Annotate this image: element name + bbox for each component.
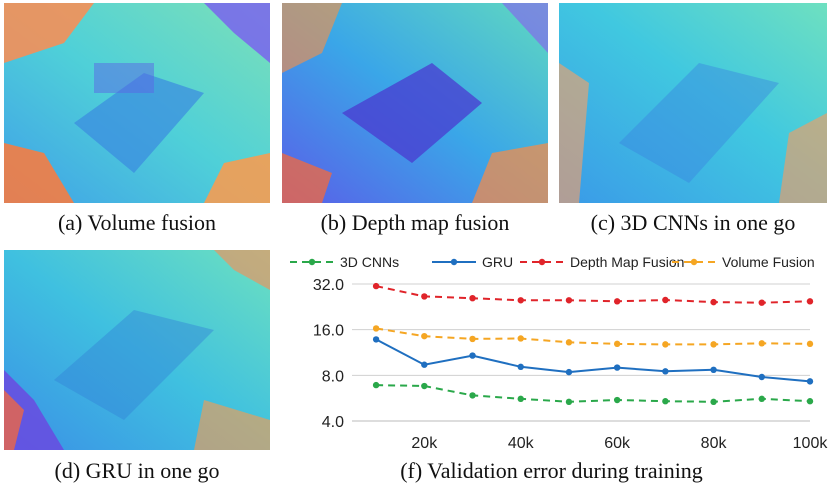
data-point-volume_fusion [565,339,573,346]
data-point-volume_fusion [662,341,669,348]
data-point-depth_map_fusion [806,298,814,305]
data-point-gru [469,352,476,359]
y-tick-label: 32.0 [313,277,344,294]
data-point-depth_map_fusion [372,282,380,290]
series-line-gru [375,338,811,383]
x-tick-label: 60k [604,435,631,452]
data-point-volume_fusion [372,325,380,332]
legend-marker-depth_map_fusion [538,258,546,266]
data-point-3d_cnns [565,398,573,406]
series-line-depth_map_fusion [375,285,811,304]
data-point-gru [421,361,428,368]
panel-c-caption: (c) 3D CNNs in one go [590,210,796,235]
data-point-volume_fusion [758,340,765,347]
x-tick-label: 100k [793,435,829,452]
data-point-depth_map_fusion [662,296,669,304]
data-point-depth_map_fusion [710,298,717,306]
panel-a-image [4,3,270,203]
data-point-depth_map_fusion [469,294,476,302]
data-point-depth_map_fusion [517,297,524,304]
legend-label-volume_fusion: Volume Fusion [722,254,815,270]
data-point-depth_map_fusion [421,293,428,300]
data-point-gru [710,366,717,374]
data-point-3d_cnns [517,395,524,403]
data-point-3d_cnns [806,398,814,405]
legend-label-3d_cnns: 3D CNNs [340,254,399,270]
data-point-volume_fusion [613,340,621,348]
y-tick-label: 16.0 [313,323,344,340]
y-tick-label: 8.0 [322,368,344,385]
data-point-gru [565,368,573,376]
panel-d-caption: (d) GRU in one go [54,458,220,483]
chart-caption: (f) Validation error during training [400,458,703,483]
data-point-volume_fusion [421,332,428,340]
data-point-3d_cnns [758,395,765,403]
legend-marker-gru [450,258,458,266]
data-point-gru [517,363,524,371]
data-point-3d_cnns [421,382,428,390]
series-line-volume_fusion [375,327,811,346]
legend-label-gru: GRU [482,254,513,270]
x-tick-label: 20k [411,435,438,452]
data-point-3d_cnns [710,398,717,406]
data-point-3d_cnns [613,396,621,404]
y-tick-label: 4.0 [322,414,344,431]
panel-b-caption: (b) Depth map fusion [320,210,510,235]
data-point-depth_map_fusion [613,298,621,305]
data-point-gru [662,368,669,375]
data-point-volume_fusion [806,340,814,348]
legend-marker-volume_fusion [690,258,698,266]
data-point-gru [613,364,621,371]
data-point-3d_cnns [372,381,380,389]
data-point-volume_fusion [469,335,476,343]
data-point-gru [372,336,380,343]
validation-error-chart: 4.0 8.0 16.0 32.0 20k 40k 60k 80k 100k 3D CNNs GRU… [290,254,829,452]
panel-c-image [559,3,827,203]
data-point-volume_fusion [517,335,524,342]
data-point-gru [758,373,765,381]
panel-a-caption: (a) Volume fusion [57,210,217,235]
data-point-3d_cnns [469,392,476,399]
data-point-gru [806,378,814,385]
panel-d-image [4,250,270,450]
legend-marker-3d_cnns [308,258,316,266]
data-point-depth_map_fusion [565,297,573,304]
data-point-volume_fusion [710,341,717,348]
legend-label-depth_map_fusion: Depth Map Fusion [570,254,684,270]
panel-b-image [282,3,548,203]
data-point-3d_cnns [662,398,669,405]
data-point-depth_map_fusion [758,299,765,306]
x-tick-label: 40k [508,435,535,452]
x-tick-label: 80k [701,435,728,452]
series-line-3d_cnns [376,384,811,403]
